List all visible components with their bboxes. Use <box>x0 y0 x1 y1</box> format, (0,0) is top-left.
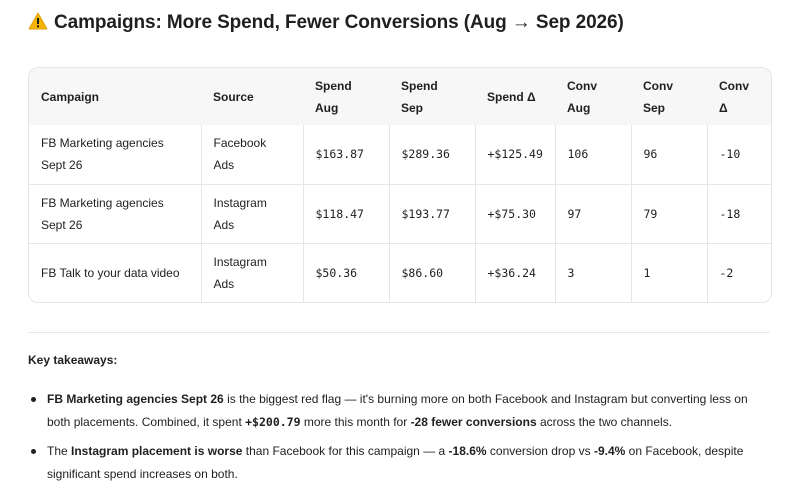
column-header-spend-aug: Spend Aug <box>303 68 389 125</box>
cell-spend-delta: +$75.30 <box>474 183 555 243</box>
cell-campaign: FB Marketing agencies Sept 26 <box>29 125 201 184</box>
body-text: conversion drop vs <box>486 444 594 458</box>
body-text: across the two channels. <box>536 415 673 429</box>
cell-spend-sep: $86.60 <box>388 242 475 302</box>
cell-source: Facebook Ads <box>200 125 303 184</box>
header-text: Source <box>213 89 254 104</box>
column-header-source: Source <box>201 68 303 125</box>
body-text: is the biggest red flag — it's burning m… <box>47 392 748 429</box>
cell-text: Instagram <box>213 195 267 210</box>
header-text: Aug <box>567 100 591 115</box>
header-text: Conv <box>719 78 749 93</box>
cell-spend-aug: $50.36 <box>302 242 389 302</box>
column-header-conv-aug: Conv Aug <box>555 68 631 125</box>
header-text: Spend <box>315 78 352 93</box>
highlight-text: Instagram placement is worse <box>71 444 243 458</box>
table-body: FB Marketing agencies Sept 26 Facebook Ads $… <box>29 125 771 302</box>
column-header-conv-delta: Conv Δ <box>707 68 771 125</box>
cell-text: Ads <box>213 158 235 173</box>
header-text: Sep <box>643 100 666 115</box>
cell-spend-delta: +$36.24 <box>474 242 555 302</box>
highlight-text: -28 fewer conversions <box>410 415 537 429</box>
list-item: The Instagram placement is worse than Fa… <box>28 440 773 486</box>
cell-spend-sep: $193.77 <box>388 183 475 243</box>
cell-text: FB Talk to your data video <box>41 265 180 280</box>
body-text: on Facebook, despite significant spend i… <box>47 444 744 481</box>
header-text: Aug <box>315 100 339 115</box>
body-text: The <box>47 444 72 458</box>
cell-conv-aug: 106 <box>554 125 631 184</box>
table-row: FB Marketing agencies Sept 26 Facebook Ads $… <box>29 125 771 184</box>
body-text: than Facebook for this campaign — a <box>242 444 449 458</box>
cell-spend-delta: +$125.49 <box>474 125 555 184</box>
header-text: Campaign <box>41 89 100 104</box>
cell-text: Sept 26 <box>41 158 83 173</box>
cell-conv-delta: -10 <box>706 125 771 184</box>
cell-text: Facebook <box>213 136 267 151</box>
warning-icon <box>28 12 48 30</box>
highlight-text: +$200.79 <box>245 415 301 429</box>
cell-text: FB Marketing agencies <box>41 136 164 151</box>
list-item: FB Marketing agencies Sept 26 is the big… <box>28 388 773 434</box>
header-text: Conv <box>567 78 597 93</box>
takeaways-heading: Key takeaways: <box>28 353 118 367</box>
column-header-conv-sep: Conv Sep <box>631 68 707 125</box>
takeaways-list: FB Marketing agencies Sept 26 is the big… <box>28 388 773 489</box>
column-header-campaign: Campaign <box>29 68 201 125</box>
cell-conv-sep: 1 <box>630 242 707 302</box>
cell-conv-delta: -18 <box>706 183 771 243</box>
cell-text: Ads <box>213 276 235 291</box>
cell-text: Ads <box>213 217 235 232</box>
highlight-text: -9.4% <box>593 444 626 458</box>
highlight-text: -18.6% <box>448 444 487 458</box>
page-title: Campaigns: More Spend, Fewer Conversions… <box>28 12 624 34</box>
header-text: Spend <box>401 78 438 93</box>
cell-text: FB Marketing agencies <box>41 195 164 210</box>
cell-conv-sep: 79 <box>630 183 707 243</box>
cell-spend-aug: $118.47 <box>302 183 389 243</box>
cell-conv-sep: 96 <box>630 125 707 184</box>
page-title-text: Campaigns: More Spend, Fewer Conversions… <box>54 12 624 33</box>
cell-text: Sept 26 <box>41 217 83 232</box>
divider <box>28 332 770 333</box>
cell-text: Instagram <box>213 254 267 269</box>
table-row: FB Talk to your data video Instagram Ads $5… <box>29 242 771 302</box>
body-text: more this month for <box>300 415 411 429</box>
cell-campaign: FB Talk to your data video <box>29 242 201 302</box>
table-row: FB Marketing agencies Sept 26 Instagram Ads… <box>29 183 771 243</box>
header-text: Conv <box>643 78 673 93</box>
cell-spend-sep: $289.36 <box>388 125 475 184</box>
header-text: Δ <box>719 100 728 115</box>
table-header-row: Campaign Source Spend Aug Spend Sep Spend Δ Con… <box>29 68 771 125</box>
cell-conv-aug: 97 <box>554 183 631 243</box>
cell-campaign: FB Marketing agencies Sept 26 <box>29 183 201 243</box>
highlight-text: FB Marketing agencies Sept 26 <box>47 392 224 406</box>
cell-source: Instagram Ads <box>200 242 303 302</box>
header-text: Sep <box>401 100 424 115</box>
cell-conv-aug: 3 <box>554 242 631 302</box>
cell-spend-aug: $163.87 <box>302 125 389 184</box>
column-header-spend-sep: Spend Sep <box>389 68 475 125</box>
cell-conv-delta: -2 <box>706 242 771 302</box>
cell-source: Instagram Ads <box>200 183 303 243</box>
header-text: Spend Δ <box>487 89 536 104</box>
campaign-table: Campaign Source Spend Aug Spend Sep Spend Δ Con… <box>28 67 772 303</box>
column-header-spend-delta: Spend Δ <box>475 68 555 125</box>
